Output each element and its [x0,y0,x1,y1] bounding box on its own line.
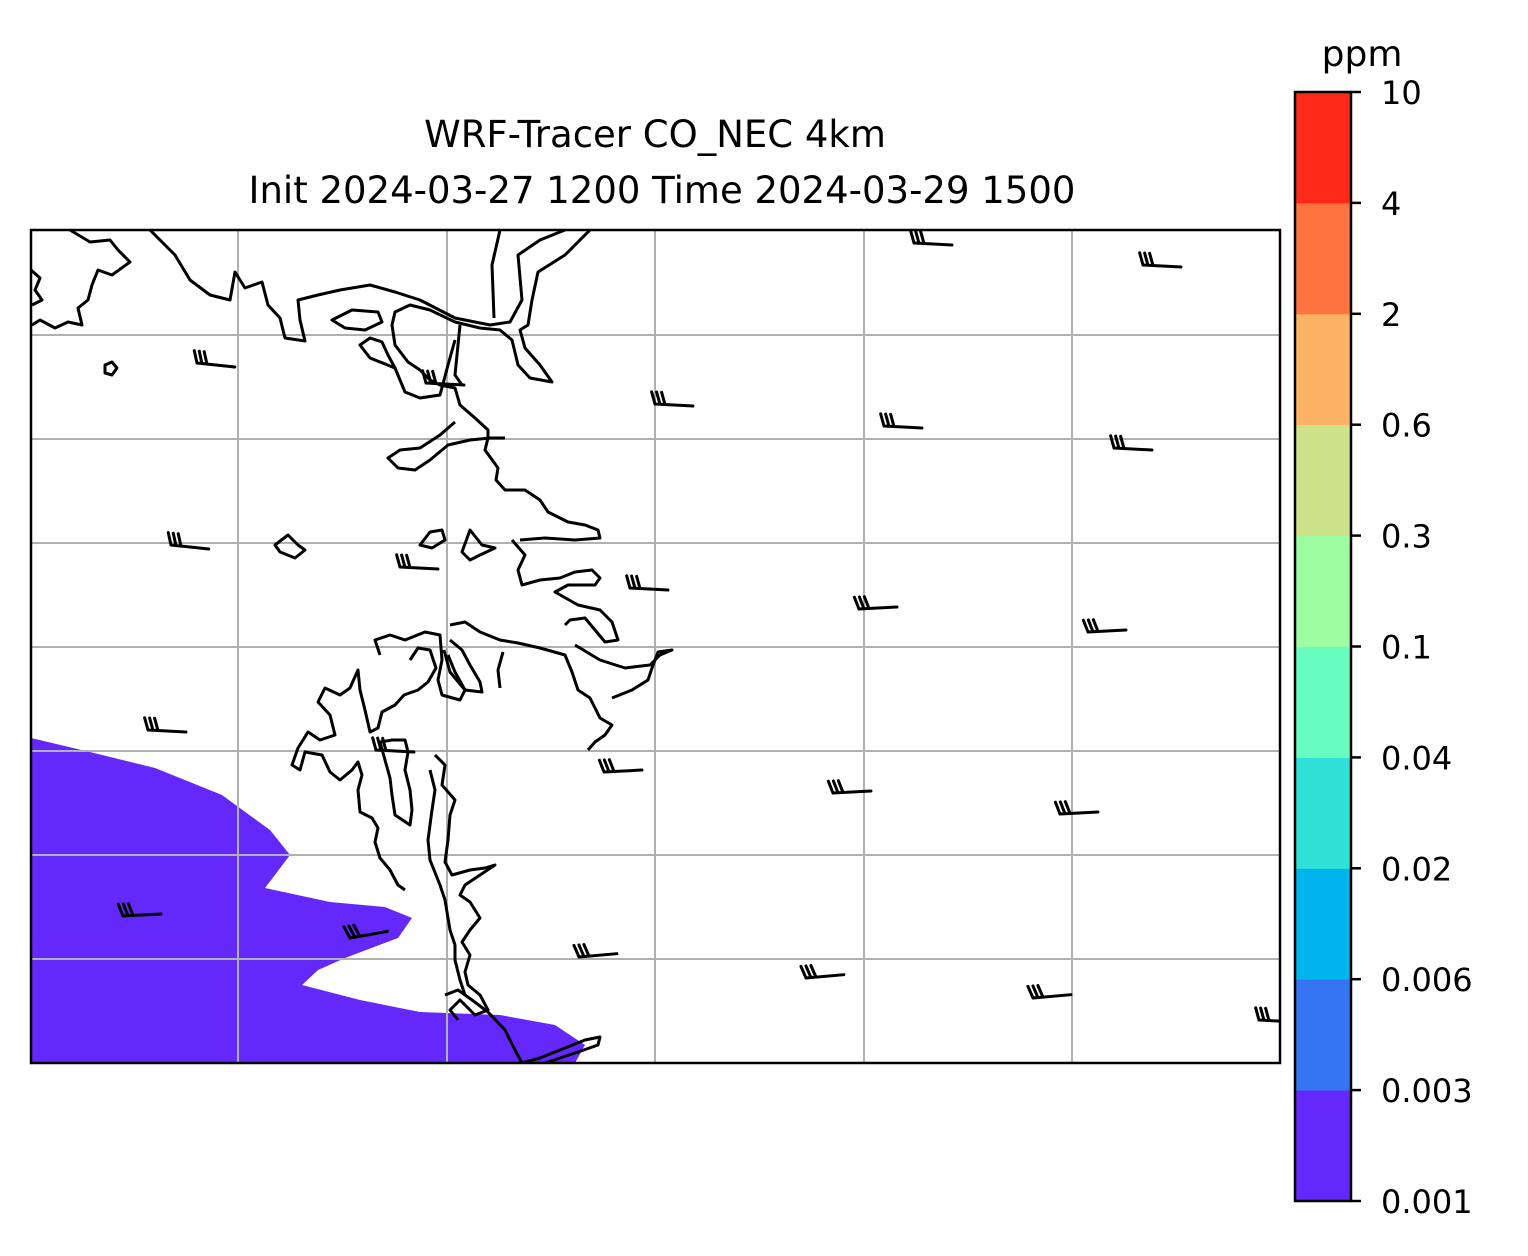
colorbar-segment [1295,979,1351,1091]
map-frame [29,228,1282,1065]
wind-barb-icon [1108,434,1155,452]
colorbar-tick-label: 0.3 [1381,518,1432,556]
map-title-line2: Init 2024-03-27 1200 Time 2024-03-29 150… [249,169,1076,212]
wind-barb-icon [394,553,441,571]
colorbar-tick-label: 0.02 [1381,850,1452,888]
colorbar-tick-label: 0.001 [1381,1183,1473,1221]
map-panel [31,230,1280,1063]
wind-barb-icon [1053,798,1100,816]
colorbar-segment [1295,868,1351,980]
wind-barb-icon [1026,981,1073,1000]
map-gridlines [31,230,1280,1063]
colorbar-tick-label: 0.1 [1381,629,1432,667]
colorbar-tick-label: 0.04 [1381,739,1452,777]
wind-barb-icon [191,349,238,369]
colorbar-segment [1295,424,1351,537]
co-concentration-area [31,738,585,1063]
wind-barb-icon [142,716,189,734]
colorbar-tick-label: 10 [1381,74,1422,112]
colorbar-segment [1295,757,1351,869]
colorbar-tick-label: 0.003 [1381,1072,1473,1110]
colorbar-tick-label: 4 [1381,185,1401,223]
colorbar-segment [1295,535,1351,647]
wind-barb-icon [572,940,619,959]
wind-barb-icon [1253,1006,1280,1024]
colorbar-unit-label: ppm [1322,34,1403,75]
coastlines [31,230,674,1063]
wind-barb-icon [799,961,846,980]
wind-barb-icon [624,574,671,592]
wind-barb-icon [908,230,955,247]
colorbar-tick-label: 0.006 [1381,961,1473,999]
colorbar-segment [1295,1090,1351,1202]
wind-barb-icon [1137,251,1184,269]
wind-barb-icon [1081,616,1128,634]
colorbar-segment [1295,202,1351,315]
colorbar: 0.001 0.003 0.006 0.02 0.04 0.1 0.3 0.6 2 4 10 [1293,74,1473,1221]
wind-barb-icon [649,390,696,408]
colorbar-segment [1295,646,1351,758]
wind-barb-icon [165,531,212,551]
map-title-line1: WRF-Tracer CO_NEC 4km [424,113,886,156]
colorbar-tick-label: 0.6 [1381,407,1432,445]
colorbar-segment [1295,313,1351,426]
wind-barb-icon [597,756,644,774]
colorbar-tick-label: 2 [1381,296,1401,334]
wind-barb-icon [878,412,925,430]
wind-barb-icon [852,593,899,611]
colorbar-segment [1295,92,1351,204]
